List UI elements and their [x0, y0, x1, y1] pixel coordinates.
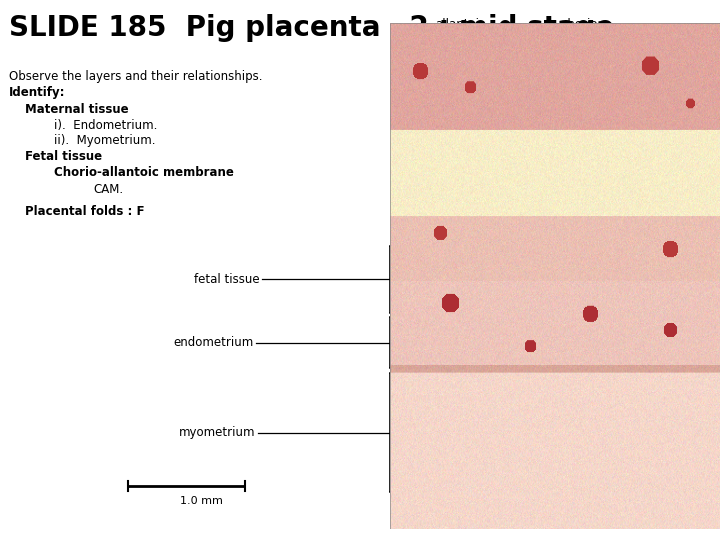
Text: i).  Endometrium.: i). Endometrium. — [54, 119, 158, 132]
Text: CAM.: CAM. — [94, 183, 124, 195]
Text: Fetal tissue: Fetal tissue — [25, 150, 102, 163]
Text: F: F — [623, 196, 630, 209]
Text: myometrium: myometrium — [179, 426, 256, 439]
Text: SLIDE 185  Pig placenta   2 : mid stage: SLIDE 185 Pig placenta 2 : mid stage — [9, 14, 614, 42]
Text: endometrium: endometrium — [174, 336, 253, 349]
Text: F: F — [475, 177, 482, 190]
Text: Observe the layers and their relationships.: Observe the layers and their relationshi… — [9, 70, 262, 83]
Text: ii).  Myometrium.: ii). Myometrium. — [54, 134, 156, 147]
Text: allantois: allantois — [436, 18, 486, 31]
Text: Maternal tissue: Maternal tissue — [25, 103, 129, 116]
Text: chorion: chorion — [561, 18, 606, 31]
Text: fetal tissue: fetal tissue — [194, 273, 259, 286]
Text: 1.0 mm: 1.0 mm — [180, 496, 223, 506]
Text: Identify:: Identify: — [9, 86, 65, 99]
Text: Chorio-allantoic membrane: Chorio-allantoic membrane — [54, 166, 234, 179]
Text: Placental folds : F: Placental folds : F — [25, 205, 145, 218]
